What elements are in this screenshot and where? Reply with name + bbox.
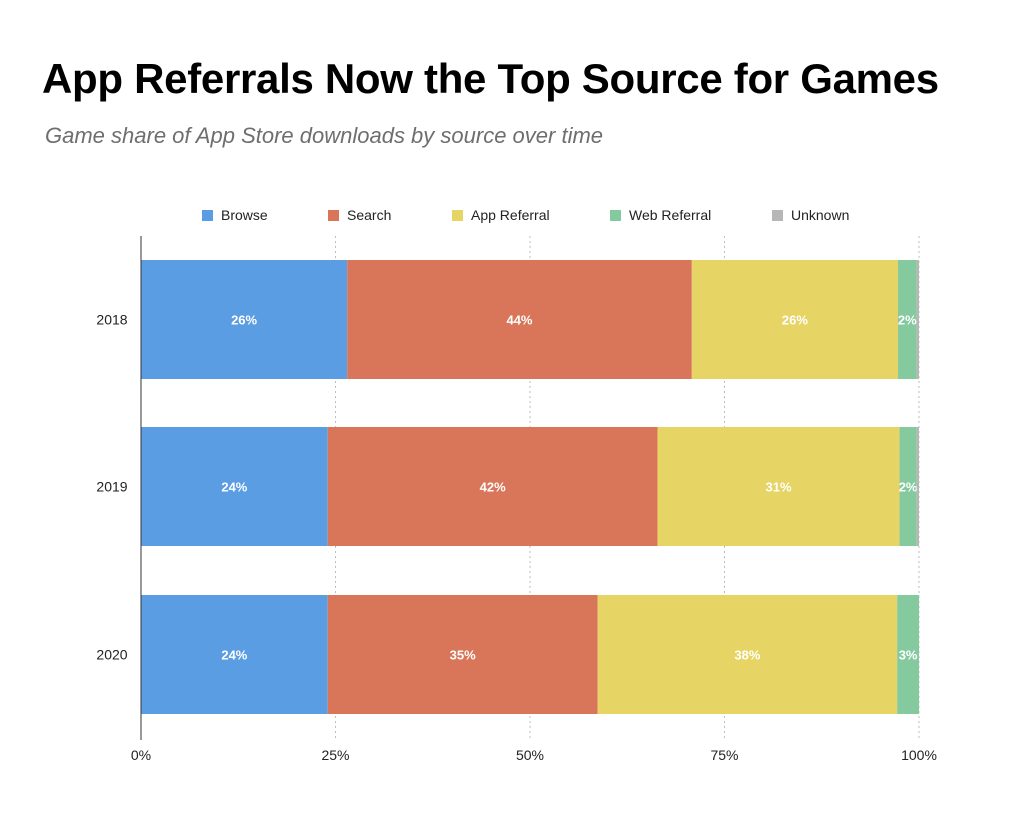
chart-subtitle: Game share of App Store downloads by sou… — [45, 123, 604, 148]
legend-item-browse: Browse — [202, 207, 268, 223]
bar-label-2018-browse: 26% — [231, 313, 257, 328]
bar-label-2020-app-referral: 38% — [734, 648, 760, 663]
legend-swatch-unknown — [772, 209, 783, 221]
legend-label-app-referral: App Referral — [471, 207, 550, 223]
bar-2018-web-referral — [897, 260, 917, 379]
bar-2018-unknown — [916, 260, 919, 379]
legend-item-search: Search — [328, 207, 391, 223]
chart-legend: Browse Search App Referral Web Referral … — [0, 207, 1024, 227]
y-tick-label-2020: 2020 — [96, 647, 127, 663]
bar-2020-web-referral — [897, 595, 919, 714]
bar-label-2019-web-referral: 2% — [899, 480, 918, 495]
bar-label-2019-app-referral: 31% — [766, 480, 792, 495]
legend-swatch-app-referral — [452, 209, 463, 221]
legend-label-web-referral: Web Referral — [629, 207, 712, 223]
bar-label-2019-search: 42% — [480, 480, 506, 495]
chart-title: App Referrals Now the Top Source for Gam… — [42, 55, 939, 102]
legend-item-app-referral: App Referral — [452, 207, 550, 223]
legend-label-search: Search — [347, 207, 392, 223]
x-tick-label-4: 100% — [901, 747, 937, 763]
x-tick-label-0: 0% — [131, 747, 151, 763]
y-tick-label-2018: 2018 — [96, 312, 127, 328]
x-tick-label-1: 25% — [321, 747, 349, 763]
bar-2019-search — [327, 427, 658, 546]
bar-2019-app-referral — [657, 427, 900, 546]
bar-label-2018-app-referral: 26% — [782, 313, 808, 328]
bar-2018-search — [347, 260, 692, 379]
legend-item-unknown: Unknown — [772, 207, 849, 223]
legend-item-web-referral: Web Referral — [610, 207, 711, 223]
bar-label-2020-search: 35% — [450, 648, 476, 663]
legend-label-unknown: Unknown — [791, 207, 850, 223]
bar-label-2020-web-referral: 3% — [899, 648, 918, 663]
bar-2019-browse — [141, 427, 328, 546]
legend-swatch-search — [328, 209, 339, 221]
y-tick-label-2019: 2019 — [96, 479, 127, 495]
bar-2020-app-referral — [597, 595, 898, 714]
bar-2019-web-referral — [899, 427, 917, 546]
legend-swatch-web-referral — [610, 209, 621, 221]
legend-swatch-browse — [202, 209, 213, 221]
x-tick-label-3: 75% — [710, 747, 738, 763]
bar-label-2018-search: 44% — [506, 313, 532, 328]
bar-label-2018-web-referral: 2% — [898, 313, 917, 328]
bar-label-2020-browse: 24% — [221, 648, 247, 663]
bar-2018-app-referral — [691, 260, 898, 379]
bar-2018-browse — [141, 260, 348, 379]
bar-2020-browse — [141, 595, 328, 714]
legend-label-browse: Browse — [221, 207, 268, 223]
bar-2020-search — [327, 595, 598, 714]
bar-2019-unknown — [916, 427, 919, 546]
bar-label-2019-browse: 24% — [221, 480, 247, 495]
x-tick-label-2: 50% — [516, 747, 544, 763]
